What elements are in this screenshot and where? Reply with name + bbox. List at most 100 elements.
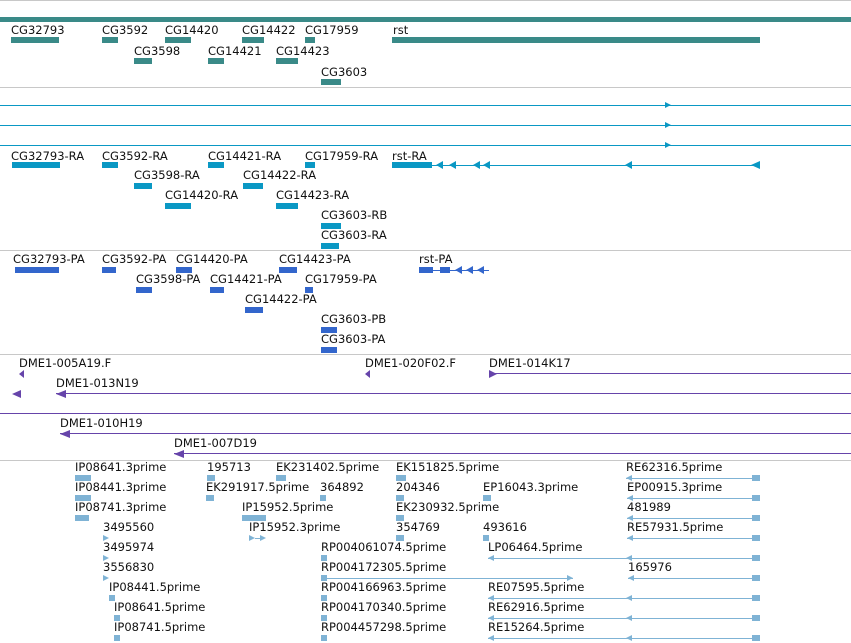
protein-feature[interactable]	[279, 267, 297, 273]
clone-label: DME1-020F02.F	[365, 356, 456, 370]
est-span-line[interactable]	[255, 538, 263, 539]
protein-feature[interactable]	[210, 287, 224, 293]
est-feature[interactable]	[321, 635, 327, 641]
protein-feature[interactable]	[440, 267, 450, 273]
transcript-intron-line[interactable]	[432, 165, 760, 166]
protein-label: CG3603-PB	[321, 312, 387, 326]
est-feature[interactable]	[752, 555, 760, 561]
scaffold-bar[interactable]	[0, 17, 851, 22]
gene-feature[interactable]	[321, 79, 341, 85]
est-feature[interactable]	[483, 495, 491, 501]
est-span-line[interactable]	[488, 558, 760, 559]
est-feature[interactable]	[396, 535, 404, 541]
clone-span-line[interactable]	[56, 393, 851, 394]
clone-span-line[interactable]	[0, 413, 851, 414]
feature-line[interactable]	[0, 105, 851, 106]
transcript-feature[interactable]	[305, 162, 315, 168]
transcript-feature[interactable]	[102, 162, 118, 168]
clone-end-marker[interactable]	[365, 370, 370, 378]
est-span-line[interactable]	[627, 538, 760, 539]
est-feature[interactable]	[483, 535, 489, 541]
protein-label: CG3598-PA	[136, 272, 201, 286]
est-feature[interactable]	[752, 535, 760, 541]
est-feature[interactable]	[752, 575, 760, 581]
est-feature[interactable]	[206, 495, 214, 501]
est-feature[interactable]	[109, 595, 115, 601]
est-feature[interactable]	[276, 475, 286, 481]
est-span-line[interactable]	[628, 578, 760, 579]
protein-label: CG14420-PA	[176, 252, 248, 266]
est-feature[interactable]	[321, 555, 327, 561]
gene-feature[interactable]	[11, 37, 59, 43]
est-feature[interactable]	[114, 615, 120, 621]
transcript-feature[interactable]	[208, 162, 224, 168]
protein-feature[interactable]	[102, 267, 116, 273]
est-span-line[interactable]	[627, 518, 760, 519]
protein-feature[interactable]	[419, 267, 433, 273]
est-feature[interactable]	[207, 475, 215, 481]
est-span-line[interactable]	[488, 598, 760, 599]
feature-line[interactable]	[0, 145, 851, 146]
protein-label: CG14423-PA	[279, 252, 351, 266]
est-feature[interactable]	[242, 515, 266, 521]
est-feature[interactable]	[114, 635, 120, 641]
transcript-feature[interactable]	[165, 203, 191, 209]
protein-feature[interactable]	[321, 347, 337, 353]
est-label: 195713	[207, 460, 251, 474]
est-span-line[interactable]	[488, 638, 760, 639]
est-feature[interactable]	[752, 515, 760, 521]
protein-feature[interactable]	[305, 287, 313, 293]
est-label: 364892	[320, 480, 364, 494]
clone-end-marker[interactable]	[19, 370, 24, 378]
est-feature[interactable]	[75, 475, 91, 481]
transcript-feature[interactable]	[243, 183, 263, 189]
transcript-feature[interactable]	[276, 203, 298, 209]
est-feature[interactable]	[321, 575, 327, 581]
est-span-line[interactable]	[321, 578, 573, 579]
est-feature[interactable]	[320, 495, 326, 501]
est-feature[interactable]	[396, 495, 404, 501]
gene-feature[interactable]	[392, 37, 760, 43]
protein-feature[interactable]	[321, 327, 337, 333]
transcript-feature[interactable]	[12, 162, 60, 168]
est-feature[interactable]	[752, 495, 760, 501]
transcript-feature[interactable]	[134, 183, 152, 189]
est-feature[interactable]	[321, 615, 327, 621]
est-label: EK291917.5prime	[206, 480, 310, 494]
gene-feature[interactable]	[276, 58, 298, 64]
feature-line[interactable]	[0, 125, 851, 126]
est-span-line[interactable]	[488, 618, 760, 619]
arrow-left-icon	[473, 161, 480, 169]
est-feature[interactable]	[75, 495, 91, 501]
clone-span-line[interactable]	[60, 433, 851, 434]
transcript-feature[interactable]	[321, 243, 339, 249]
est-feature[interactable]	[396, 475, 406, 481]
gene-feature[interactable]	[134, 58, 152, 64]
protein-feature[interactable]	[136, 287, 152, 293]
est-feature[interactable]	[321, 595, 327, 601]
est-span-line[interactable]	[626, 478, 760, 479]
est-label: RE57931.5prime	[627, 520, 724, 534]
est-feature[interactable]	[752, 595, 760, 601]
est-feature[interactable]	[75, 515, 89, 521]
protein-feature[interactable]	[245, 307, 263, 313]
transcript-feature[interactable]	[321, 223, 341, 229]
clone-label: DME1-005A19.F	[19, 356, 112, 370]
gene-feature[interactable]	[208, 58, 224, 64]
transcript-feature[interactable]	[392, 162, 432, 168]
est-feature[interactable]	[396, 515, 404, 521]
est-label: 204346	[396, 480, 440, 494]
protein-feature[interactable]	[15, 267, 59, 273]
est-feature[interactable]	[752, 635, 760, 641]
gene-feature[interactable]	[242, 37, 264, 43]
gene-feature[interactable]	[102, 37, 118, 43]
est-span-line[interactable]	[627, 498, 760, 499]
arrow-right-icon	[103, 575, 109, 581]
gene-feature[interactable]	[165, 37, 191, 43]
est-feature[interactable]	[752, 615, 760, 621]
protein-feature[interactable]	[176, 267, 192, 273]
clone-span-line[interactable]	[174, 453, 851, 454]
clone-span-line[interactable]	[489, 373, 851, 374]
est-feature[interactable]	[752, 475, 760, 481]
gene-feature[interactable]	[305, 37, 315, 43]
